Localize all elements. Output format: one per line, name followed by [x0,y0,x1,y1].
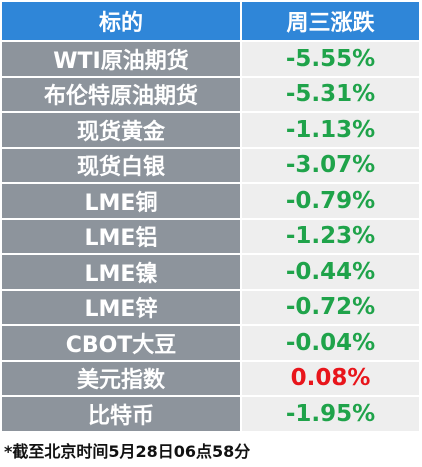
name-cell: 现货白银 [2,148,240,182]
change-cell: -5.31% [242,77,419,111]
name-cell: LME铝 [2,219,240,253]
change-cell: -1.23% [242,219,419,253]
name-cell: CBOT大豆 [2,326,240,360]
change-cell: -5.55% [242,42,419,76]
name-cell: 现货黄金 [2,113,240,147]
change-cell: -0.72% [242,290,419,324]
name-cell: LME锌 [2,290,240,324]
name-cell: 美元指数 [2,361,240,395]
change-cell: -0.44% [242,255,419,289]
change-cell: -0.79% [242,184,419,218]
header-cell: 标的 [2,2,240,40]
name-cell: LME铜 [2,184,240,218]
name-cell: 布伦特原油期货 [2,77,240,111]
name-cell: LME镍 [2,255,240,289]
change-cell: -1.13% [242,113,419,147]
footnote: *截至北京时间5月28日06点58分 [4,442,251,461]
change-cell: -1.95% [242,397,419,431]
change-cell: 0.08% [242,361,419,395]
change-cell: -3.07% [242,148,419,182]
name-cell: WTI原油期货 [2,42,240,76]
header-cell: 周三涨跌 [242,2,419,40]
name-cell: 比特币 [2,397,240,431]
change-cell: -0.04% [242,326,419,360]
